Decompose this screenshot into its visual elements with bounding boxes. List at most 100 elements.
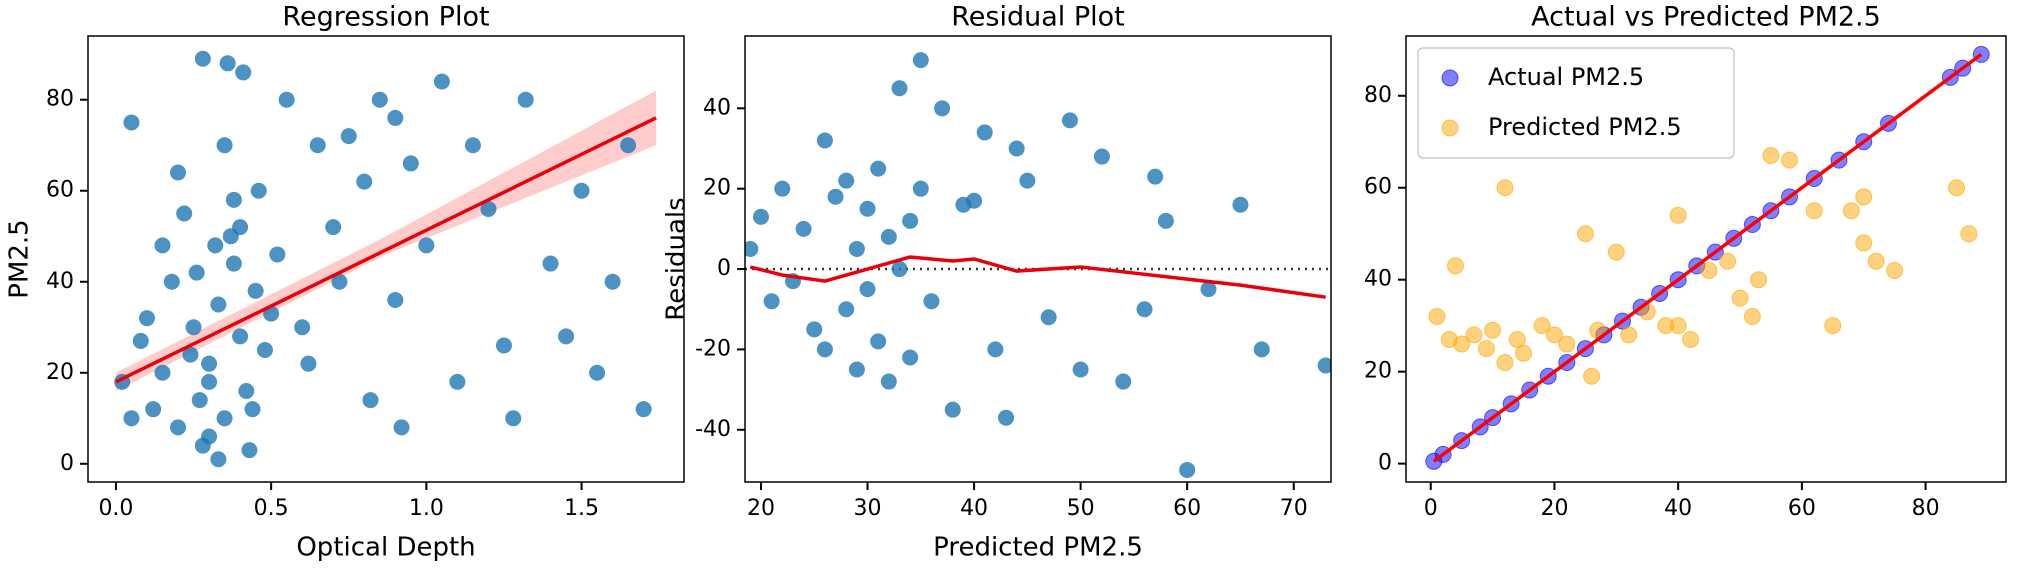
point <box>976 124 993 141</box>
point <box>1682 330 1700 348</box>
point <box>480 200 497 217</box>
point <box>194 50 211 67</box>
point <box>191 392 208 409</box>
point <box>1607 243 1625 261</box>
point <box>1669 206 1687 224</box>
plot-area <box>1425 45 1990 470</box>
point <box>880 373 897 390</box>
axes-frame <box>87 35 685 483</box>
point <box>870 160 887 177</box>
point <box>934 100 951 117</box>
point <box>362 392 379 409</box>
y-tick-label: 40 <box>46 269 74 294</box>
point <box>635 401 652 418</box>
axes-frame <box>1405 35 2007 483</box>
point <box>145 401 162 418</box>
point <box>1465 326 1483 344</box>
point <box>816 132 833 149</box>
point <box>1558 335 1576 353</box>
point <box>1477 340 1495 358</box>
point <box>1446 257 1464 275</box>
chart-title: Regression Plot <box>282 2 489 33</box>
point <box>1115 373 1132 390</box>
point <box>1428 307 1446 325</box>
point <box>402 155 419 172</box>
point <box>1824 317 1842 335</box>
plot-area <box>114 50 657 468</box>
point <box>356 173 373 190</box>
point <box>1855 234 1873 252</box>
point <box>182 346 199 363</box>
point <box>325 219 342 236</box>
point <box>216 410 233 427</box>
x-tick-label: 1.0 <box>409 496 444 521</box>
point <box>987 341 1004 358</box>
point <box>1731 289 1749 307</box>
y-tick-label: 0 <box>1378 451 1392 476</box>
point <box>859 281 876 298</box>
point <box>235 64 252 81</box>
point <box>848 361 865 378</box>
y-tick-label: 20 <box>1364 359 1392 384</box>
point <box>207 237 224 254</box>
y-tick-label: 40 <box>703 95 731 120</box>
y-tick-label: 0 <box>717 256 731 281</box>
point <box>294 319 311 336</box>
point <box>505 410 522 427</box>
point <box>1253 341 1270 358</box>
point <box>944 401 961 418</box>
point <box>1743 307 1761 325</box>
point <box>154 364 171 381</box>
point <box>1719 252 1737 270</box>
x-tick-label: 70 <box>1280 496 1308 521</box>
y-tick-label: -40 <box>695 417 731 442</box>
x-tick-label: 20 <box>747 496 775 521</box>
point <box>1960 225 1978 243</box>
point <box>188 264 205 281</box>
x-tick-label: 1.5 <box>564 496 599 521</box>
point <box>1762 147 1780 165</box>
point <box>154 237 171 254</box>
fit-line <box>1432 52 1983 463</box>
y-tick-label: 60 <box>1364 175 1392 200</box>
point <box>1019 172 1036 189</box>
point <box>880 228 897 245</box>
point <box>393 419 410 436</box>
point <box>371 91 388 108</box>
point <box>1136 301 1153 318</box>
point <box>838 172 855 189</box>
point <box>185 319 202 336</box>
chart-title: Residual Plot <box>951 2 1125 33</box>
point <box>1867 252 1885 270</box>
point <box>912 180 929 197</box>
y-tick-label: -20 <box>695 336 731 361</box>
point <box>1750 271 1768 289</box>
x-tick-label: 50 <box>1067 496 1095 521</box>
point <box>838 301 855 318</box>
axes-frame <box>744 35 1332 483</box>
point <box>309 137 326 154</box>
point <box>1147 168 1164 185</box>
x-tick-label: 20 <box>1540 496 1568 521</box>
x-tick-label: 60 <box>1173 496 1201 521</box>
point <box>238 382 255 399</box>
point <box>387 109 404 126</box>
point <box>1700 261 1718 279</box>
point <box>225 255 242 272</box>
point <box>1317 357 1331 374</box>
point <box>495 337 512 354</box>
point <box>132 332 149 349</box>
point <box>998 409 1015 426</box>
point <box>256 342 273 359</box>
point <box>1583 367 1601 385</box>
point <box>1496 179 1514 197</box>
point <box>752 208 769 225</box>
y-tick-label: 80 <box>1364 83 1392 108</box>
point <box>827 188 844 205</box>
point <box>542 255 559 272</box>
point <box>891 80 908 97</box>
point <box>1533 317 1551 335</box>
point <box>219 55 236 72</box>
x-tick-label: 40 <box>1664 496 1692 521</box>
point <box>241 442 258 459</box>
